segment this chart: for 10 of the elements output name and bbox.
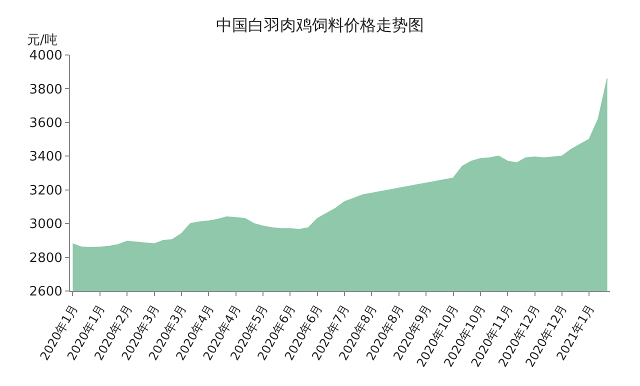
y-tick-label: 3200: [29, 183, 62, 198]
y-axis-title: 元/吨: [27, 33, 58, 48]
chart-title: 中国白羽肉鸡饲料价格走势图: [216, 16, 424, 34]
y-tick-label: 2800: [29, 250, 62, 266]
y-tick-label: 3600: [29, 116, 62, 131]
y-tick-label: 3000: [29, 217, 62, 232]
y-tick-label: 4000: [29, 48, 62, 64]
y-tick-label: 3800: [29, 82, 62, 98]
y-tick-label: 2600: [29, 284, 62, 300]
y-tick-label: 3400: [29, 150, 62, 165]
